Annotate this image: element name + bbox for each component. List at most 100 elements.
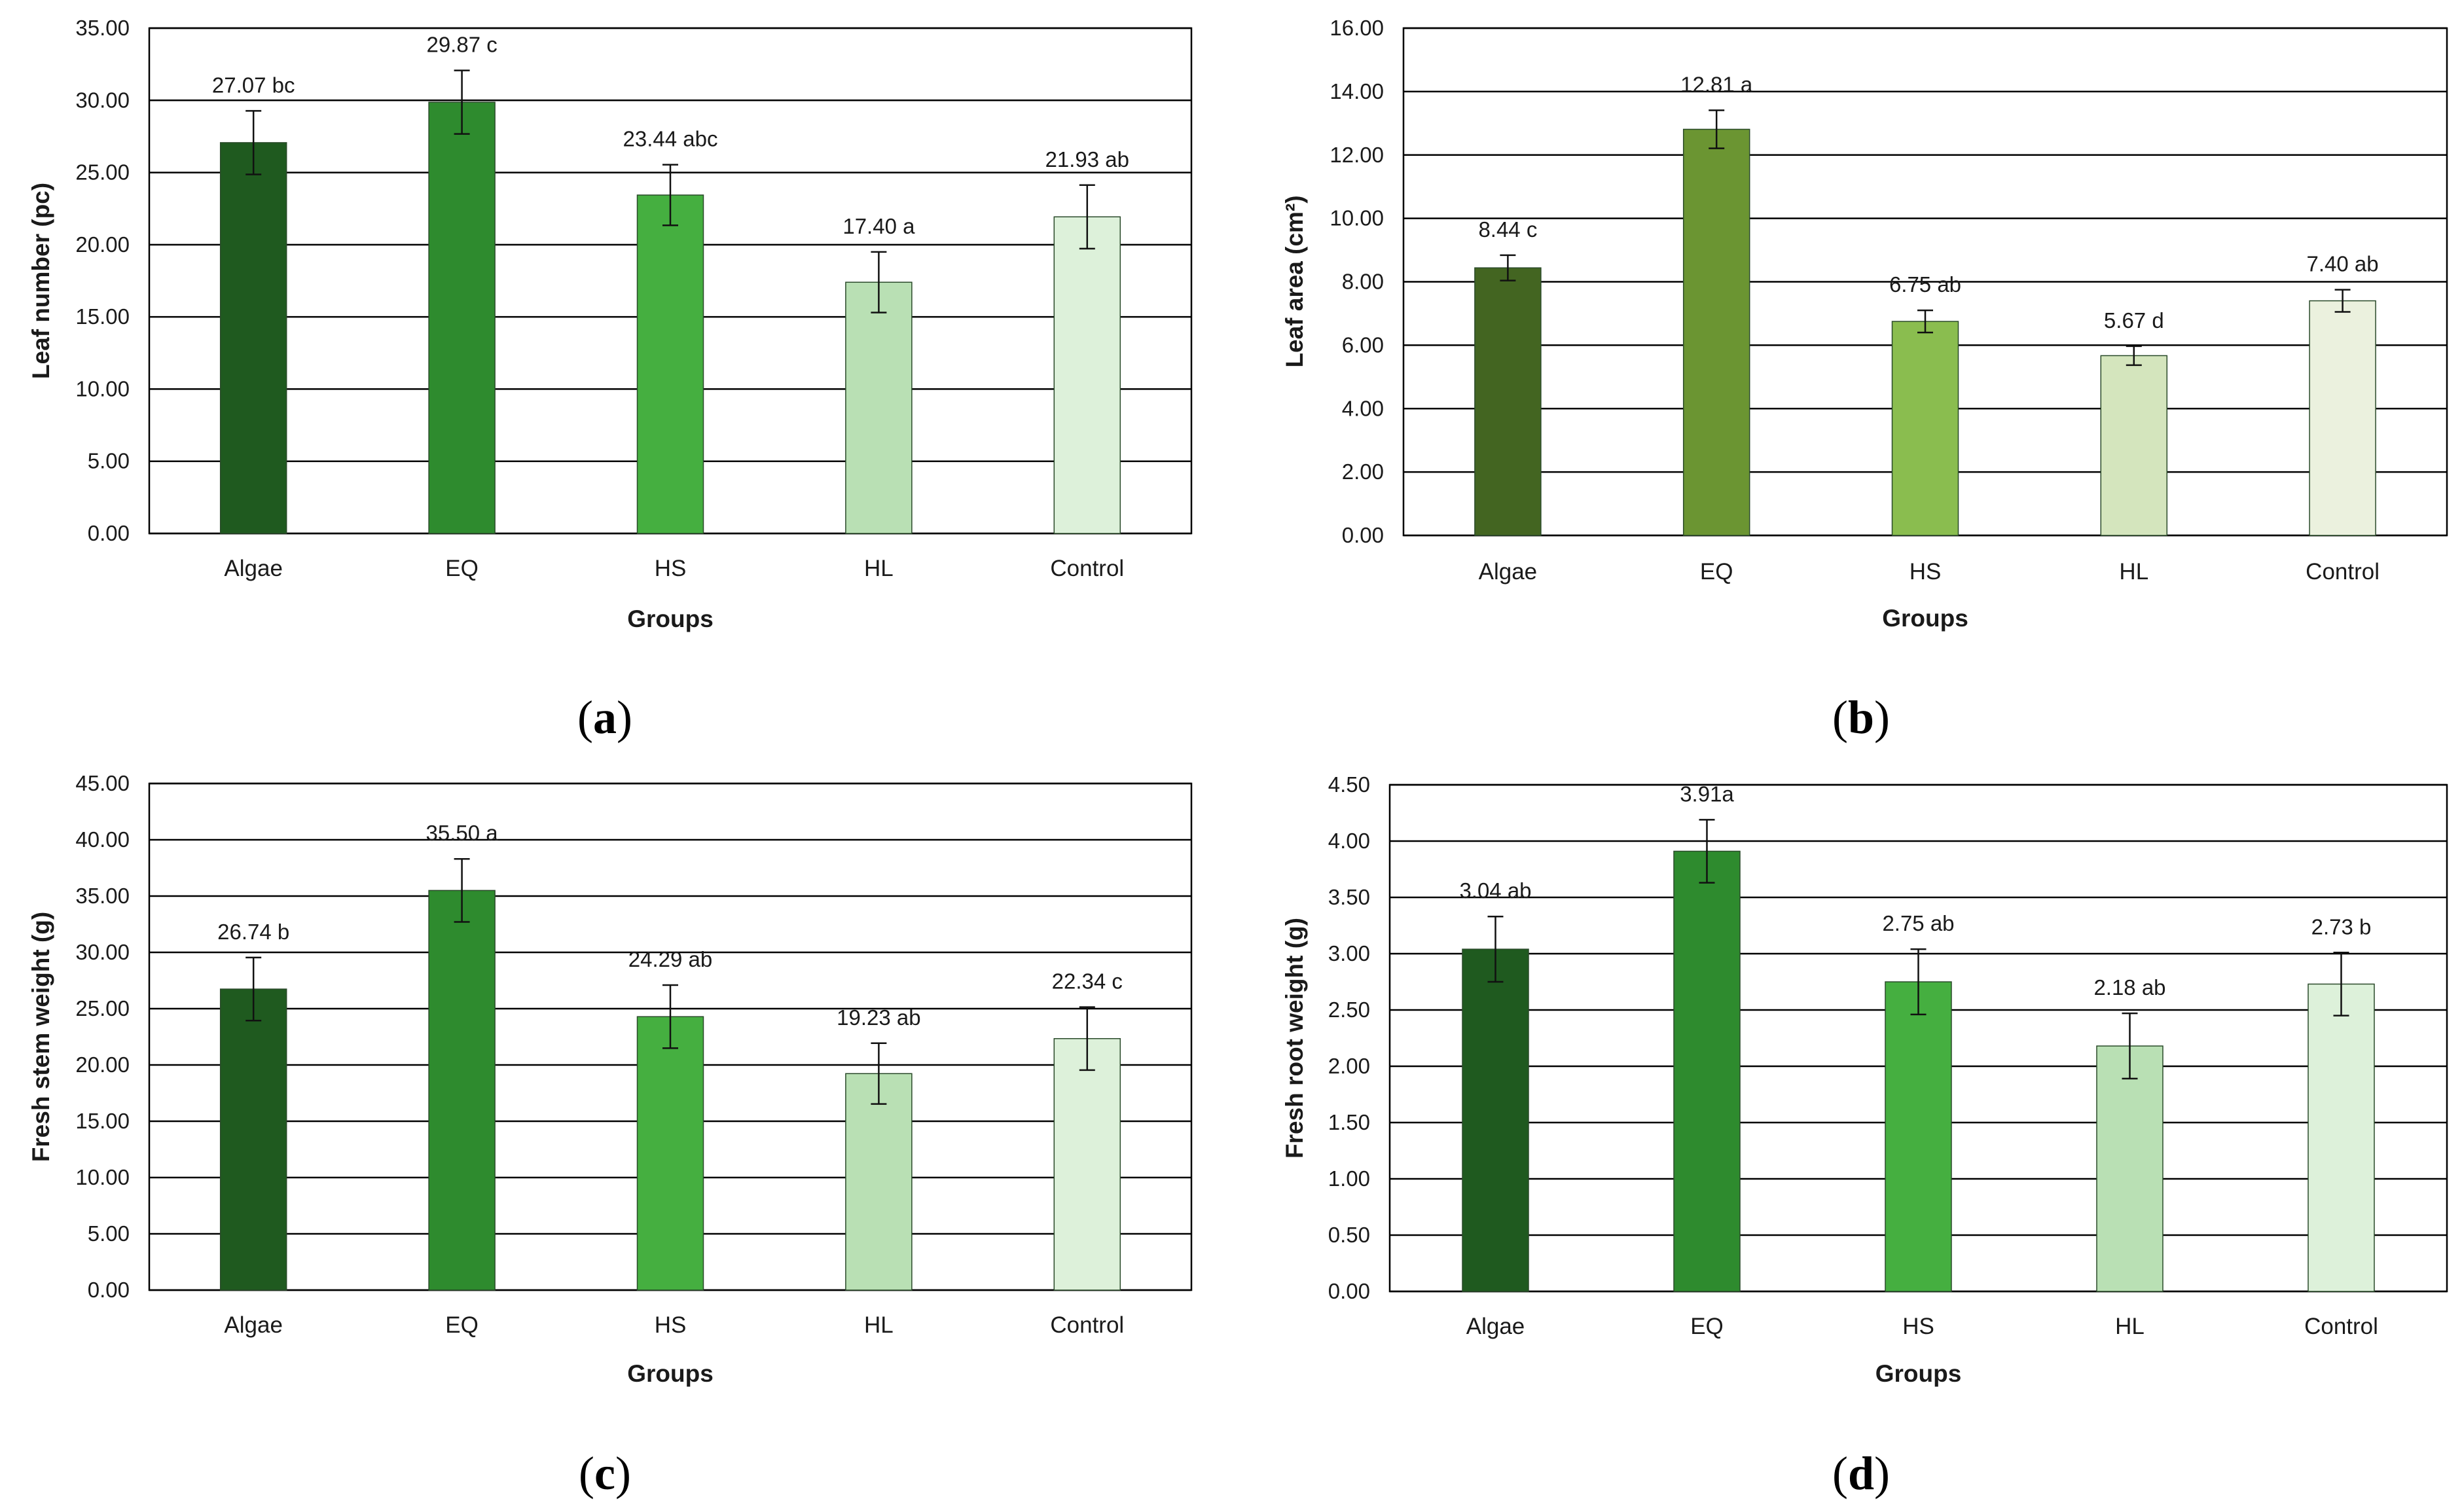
y-tick-label: 10.00 — [75, 1165, 130, 1189]
error-bar — [1917, 309, 1933, 334]
x-tick-label: Algae — [1479, 559, 1538, 585]
error-bar — [1079, 184, 1095, 250]
data-label: 19.23 ab — [837, 1005, 920, 1030]
y-tick-label: 5.00 — [88, 1221, 130, 1246]
panel-letter: (c) — [579, 1447, 631, 1500]
y-tick-label: 8.00 — [1342, 270, 1384, 294]
x-tick-label: EQ — [1690, 1314, 1724, 1339]
bar-hl — [845, 281, 913, 534]
bar-eq — [1682, 128, 1750, 536]
y-tick-label: 25.00 — [75, 160, 130, 185]
y-tick-label: 3.00 — [1328, 941, 1370, 965]
y-axis-title: Leaf number (pc) — [27, 183, 54, 379]
error-bar — [1709, 109, 1725, 149]
bar-hs — [636, 194, 704, 534]
data-label: 3.91a — [1680, 782, 1734, 806]
y-axis-title: Leaf area (cm²) — [1281, 195, 1308, 367]
y-tick-label: 4.00 — [1328, 829, 1370, 853]
y-tick-label: 40.00 — [75, 827, 130, 852]
panel-letter: (a) — [577, 691, 632, 744]
error-bar — [2126, 345, 2142, 367]
x-tick-label: Algae — [1466, 1314, 1525, 1339]
y-tick-label: 0.00 — [88, 1278, 130, 1302]
data-label: 26.74 b — [217, 920, 289, 944]
error-bar — [245, 956, 262, 1022]
x-tick-label: Algae — [224, 1312, 283, 1338]
chart-panel-c: 0.00 5.00 10.00 15.00 20.00 25.00 30.00 35.00 40… — [27, 771, 1193, 1500]
error-bar — [1910, 948, 1927, 1016]
y-tick-label: 12.00 — [1330, 143, 1384, 167]
error-bar — [2334, 289, 2351, 313]
data-label: 24.29 ab — [628, 947, 712, 971]
bar-hl — [845, 1073, 913, 1291]
data-label: 23.44 abc — [623, 127, 718, 151]
y-tick-label: 4.50 — [1328, 772, 1370, 797]
y-tick-label: 1.00 — [1328, 1166, 1370, 1191]
error-bar — [1699, 819, 1715, 884]
y-tick-label: 14.00 — [1330, 79, 1384, 103]
y-tick-label: 15.00 — [75, 1109, 130, 1133]
data-label: 12.81 a — [1680, 72, 1753, 96]
error-bar — [454, 857, 470, 923]
error-bar — [1487, 915, 1504, 983]
x-tick-label: HL — [2119, 559, 2148, 585]
y-tick-label: 16.00 — [1330, 16, 1384, 40]
x-axis-title: Groups — [627, 605, 714, 632]
chart-panel-b: 0.00 2.00 4.00 6.00 8.00 10.00 12.00 14.00 16.00… — [1281, 16, 2448, 744]
data-label: 27.07 bc — [212, 73, 295, 97]
bar-control — [2308, 983, 2375, 1292]
bar-hl — [2096, 1045, 2163, 1292]
bar-algae — [219, 142, 287, 534]
data-label: 2.73 b — [2311, 914, 2372, 939]
error-bar — [2333, 952, 2349, 1017]
y-tick-label: 0.00 — [1328, 1279, 1370, 1303]
y-tick-label: 4.00 — [1342, 396, 1384, 420]
bar-eq — [428, 890, 496, 1291]
error-bar — [1500, 254, 1516, 281]
y-tick-label: 35.00 — [75, 16, 130, 40]
bar-hl — [2100, 355, 2168, 536]
x-tick-label: EQ — [445, 556, 479, 581]
bar-hs — [1885, 981, 1952, 1292]
y-tick-label: 15.00 — [75, 304, 130, 329]
x-axis-title: Groups — [1875, 1360, 1962, 1387]
y-tick-label: 0.50 — [1328, 1223, 1370, 1247]
y-tick-label: 0.00 — [1342, 523, 1384, 547]
data-label: 17.40 a — [842, 214, 915, 238]
bar-algae — [1474, 267, 1542, 536]
bar-hs — [636, 1016, 704, 1291]
data-label: 7.40 ab — [2307, 252, 2379, 276]
y-tick-label: 30.00 — [75, 940, 130, 964]
y-tick-label: 20.00 — [75, 1053, 130, 1077]
x-tick-label: HL — [864, 1312, 894, 1338]
y-tick-label: 0.00 — [88, 521, 130, 545]
error-bar — [662, 164, 678, 226]
y-tick-label: 30.00 — [75, 88, 130, 112]
bar-eq — [1673, 850, 1741, 1292]
bar-control — [2309, 300, 2376, 536]
y-tick-label: 20.00 — [75, 232, 130, 257]
data-label: 22.34 c — [1052, 969, 1123, 994]
data-label: 35.50 a — [426, 821, 499, 845]
bar-control — [1053, 1038, 1121, 1291]
error-bar — [871, 251, 887, 314]
error-bar — [245, 110, 262, 175]
data-label: 29.87 c — [426, 33, 497, 57]
chart-panel-a: 0.00 5.00 10.00 15.00 20.00 25.00 30.00 35.00 27… — [27, 16, 1193, 744]
y-tick-label: 2.00 — [1342, 459, 1384, 484]
x-axis-title: Groups — [627, 1360, 714, 1387]
data-label: 2.18 ab — [2093, 975, 2165, 999]
y-tick-label: 3.50 — [1328, 885, 1370, 909]
x-tick-label: EQ — [445, 1312, 479, 1338]
y-tick-label: 10.00 — [1330, 206, 1384, 230]
y-tick-label: 25.00 — [75, 996, 130, 1020]
x-tick-label: HS — [655, 556, 687, 581]
bar-algae — [219, 988, 287, 1291]
data-label: 21.93 ab — [1045, 147, 1129, 171]
error-bar — [662, 984, 678, 1049]
y-axis-title: Fresh root weight (g) — [1281, 918, 1308, 1159]
data-label: 2.75 ab — [1882, 911, 1954, 935]
data-label: 5.67 d — [2104, 308, 2164, 333]
x-tick-label: HS — [1902, 1314, 1934, 1339]
